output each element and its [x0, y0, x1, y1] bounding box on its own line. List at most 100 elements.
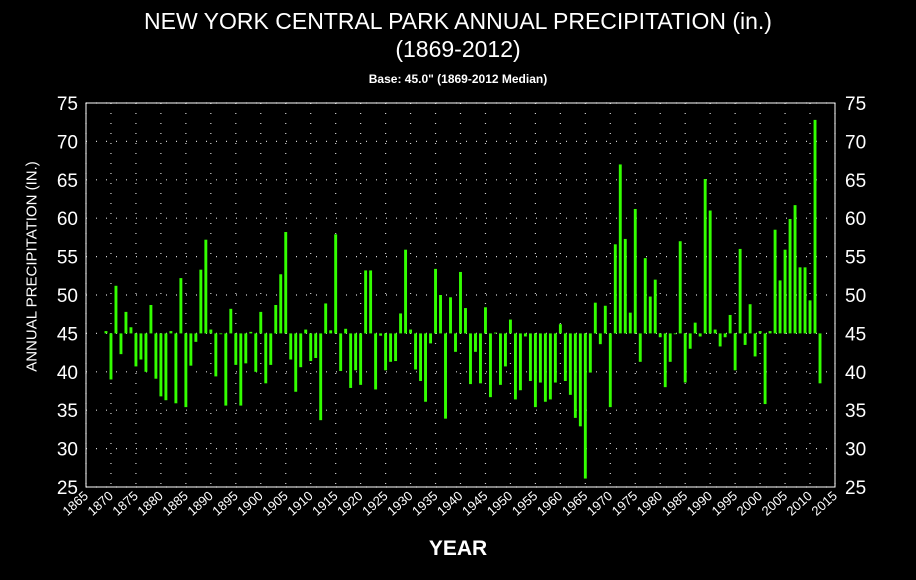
- bar-1959: [553, 333, 557, 383]
- bar-1899: [254, 333, 258, 372]
- bar-1885: [184, 333, 188, 408]
- bar-1993: [723, 333, 727, 338]
- bar-1906: [289, 333, 293, 360]
- bar-1979: [653, 279, 657, 334]
- bar-2007: [793, 205, 797, 334]
- bar-1970: [608, 333, 612, 408]
- bar-1968: [598, 333, 602, 345]
- bar-1946: [489, 333, 492, 398]
- bar-1905: [284, 232, 288, 334]
- bar-1869: [104, 331, 108, 334]
- bar-1936: [439, 295, 442, 334]
- bar-1966: [588, 333, 592, 373]
- bar-2000: [758, 331, 762, 334]
- bar-1926: [389, 333, 393, 362]
- bar-1940: [459, 271, 462, 334]
- bar-2005: [783, 249, 787, 334]
- bar-1939: [454, 333, 457, 352]
- bar-1902: [269, 333, 273, 365]
- y-tick-label-left: 30: [57, 440, 78, 461]
- y-tick-label-right: 50: [845, 286, 866, 307]
- y-tick-label-left: 45: [57, 324, 78, 345]
- y-tick-label-right: 35: [845, 401, 866, 422]
- x-tick-label: 1900: [234, 488, 266, 518]
- bar-1945: [484, 307, 487, 334]
- bar-1892: [219, 333, 223, 335]
- bar-1975: [633, 208, 637, 334]
- bar-1942: [469, 333, 472, 385]
- bar-2001: [763, 333, 767, 405]
- bar-1986: [688, 333, 692, 349]
- bar-1972: [618, 164, 622, 334]
- bar-1967: [593, 302, 597, 334]
- bar-1976: [638, 333, 642, 362]
- bar-1980: [658, 333, 662, 338]
- bar-1903: [274, 304, 278, 334]
- y-tick-label-left: 65: [57, 171, 78, 192]
- bar-1924: [379, 333, 383, 336]
- x-tick-label: 1955: [509, 488, 541, 518]
- y-tick-label-right: 55: [845, 248, 866, 269]
- x-tick-label: 1965: [559, 488, 591, 518]
- x-tick-label: 1895: [209, 488, 241, 518]
- bar-2010: [808, 300, 812, 334]
- bar-1875: [134, 333, 138, 367]
- bar-1907: [294, 333, 298, 392]
- y-tick-label-left: 70: [57, 132, 78, 153]
- bar-1874: [129, 327, 133, 334]
- bar-1879: [154, 333, 158, 379]
- bar-1955: [533, 333, 537, 408]
- bar-1931: [414, 333, 418, 370]
- bar-1982: [668, 333, 672, 362]
- x-tick-label: 1980: [634, 488, 666, 518]
- bar-1918: [349, 333, 353, 388]
- bar-1960: [558, 324, 562, 334]
- y-tick-label-left: 25: [57, 478, 78, 499]
- bar-1996: [738, 248, 742, 334]
- y-tick-label-left: 50: [57, 286, 78, 307]
- bar-1962: [568, 333, 572, 395]
- bar-1983: [673, 333, 677, 335]
- bar-1937: [444, 333, 447, 419]
- bar-2009: [803, 267, 807, 334]
- bar-1954: [528, 333, 532, 382]
- bar-1884: [179, 278, 183, 334]
- chart-title: NEW YORK CENTRAL PARK ANNUAL PRECIPITATI…: [144, 8, 772, 34]
- bar-1944: [479, 333, 482, 384]
- bar-1938: [449, 297, 452, 334]
- bar-1974: [628, 312, 632, 334]
- bar-1985: [683, 333, 687, 383]
- bar-2011: [813, 119, 817, 334]
- bar-1913: [324, 303, 328, 334]
- bar-1935: [434, 268, 437, 334]
- bar-1929: [404, 249, 408, 334]
- bar-1900: [259, 311, 263, 334]
- bar-1876: [139, 333, 143, 360]
- bar-2006: [788, 218, 792, 334]
- x-tick-label: 2010: [784, 488, 816, 518]
- bar-2012: [818, 333, 822, 384]
- chart-note: Base: 45.0" (1869-2012 Median): [368, 72, 548, 86]
- chart-subtitle: (1869-2012): [395, 36, 521, 62]
- y-tick-label-left: 75: [57, 94, 78, 115]
- bar-1988: [698, 333, 702, 337]
- bar-1887: [194, 333, 198, 342]
- y-tick-label-left: 55: [57, 248, 78, 269]
- bar-1893: [224, 333, 228, 406]
- bar-1890: [209, 329, 213, 334]
- bar-1901: [264, 333, 268, 384]
- x-tick-label: 1960: [534, 488, 566, 518]
- x-tick-label: 2005: [759, 488, 791, 518]
- y-tick-label-right: 60: [845, 209, 866, 230]
- y-tick-label-right: 65: [845, 171, 866, 192]
- bar-1882: [169, 331, 173, 334]
- bar-1908: [299, 333, 303, 368]
- bar-1994: [728, 314, 732, 334]
- bar-1995: [733, 333, 737, 371]
- bar-2008: [798, 267, 802, 334]
- bar-1925: [384, 333, 388, 371]
- x-tick-label: 1920: [334, 488, 366, 518]
- bar-1916: [339, 333, 343, 372]
- x-tick-label: 1870: [84, 488, 116, 518]
